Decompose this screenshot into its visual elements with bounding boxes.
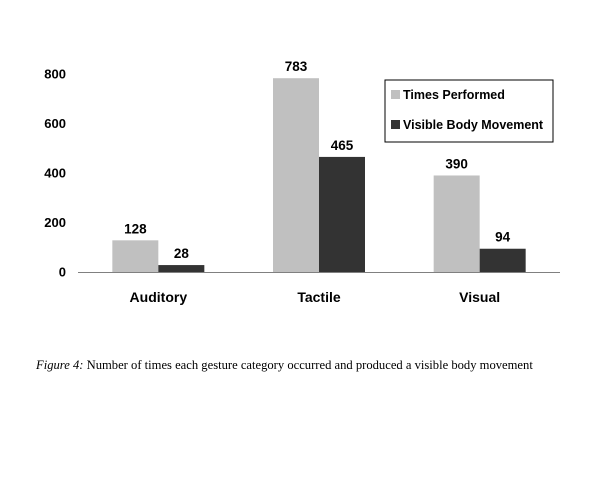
bar-visual-times-performed (433, 175, 480, 272)
data-label-auditory-times-performed: 128 (124, 221, 147, 236)
bar-chart: 0 200 400 600 800 128 28 783 465 390 94 Auditory T… (44, 59, 560, 305)
legend-swatch-times-performed (391, 90, 400, 99)
data-label-visual-visible-body-movement: 94 (495, 230, 511, 245)
bar-visual-visible-body-movement (479, 248, 526, 272)
figure-caption: Figure 4: Number of times each gesture c… (36, 358, 596, 373)
bars (112, 78, 526, 273)
data-label-auditory-visible-body-movement: 28 (174, 246, 190, 261)
y-tick-label-200: 200 (44, 215, 66, 230)
bar-tactile-visible-body-movement (319, 156, 365, 272)
caption-text: Number of times each gesture category oc… (83, 358, 533, 372)
bar-auditory-times-performed (112, 240, 159, 272)
caption-label: Figure 4: (36, 358, 84, 372)
legend-swatch-visible-body-movement (391, 120, 400, 129)
y-axis-ticks: 0 200 400 600 800 (44, 67, 66, 280)
category-label-auditory: Auditory (130, 289, 188, 305)
y-tick-label-400: 400 (44, 166, 66, 181)
data-label-visual-times-performed: 390 (445, 156, 468, 171)
bar-tactile-times-performed (273, 78, 319, 273)
category-labels: Auditory Tactile Visual (130, 289, 501, 305)
legend: Times Performed Visible Body Movement (384, 79, 554, 143)
data-label-tactile-times-performed: 783 (285, 59, 308, 74)
data-label-tactile-visible-body-movement: 465 (331, 138, 354, 153)
bar-auditory-visible-body-movement (158, 265, 205, 272)
y-tick-label-0: 0 (59, 265, 66, 280)
legend-box (384, 79, 554, 143)
data-labels: 128 28 783 465 390 94 (124, 59, 511, 261)
y-tick-label-800: 800 (44, 67, 66, 82)
y-tick-label-600: 600 (44, 116, 66, 131)
category-label-visual: Visual (459, 289, 500, 305)
legend-label-times-performed: Times Performed (403, 88, 505, 102)
category-label-tactile: Tactile (297, 289, 341, 305)
legend-label-visible-body-movement: Visible Body Movement (403, 118, 544, 132)
